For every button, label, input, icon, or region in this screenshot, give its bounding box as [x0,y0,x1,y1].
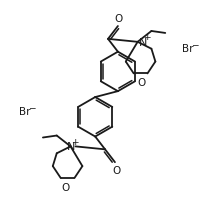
Text: +: + [143,33,150,42]
Text: N: N [67,142,75,152]
Text: O: O [137,78,146,88]
Text: Br: Br [182,43,194,53]
Text: N: N [139,38,147,48]
Text: Br: Br [19,106,31,116]
Text: O: O [113,165,121,175]
Text: −: − [191,40,199,49]
Text: O: O [115,14,123,24]
Text: −: − [28,103,36,112]
Text: +: + [71,137,78,146]
Text: O: O [61,182,70,192]
